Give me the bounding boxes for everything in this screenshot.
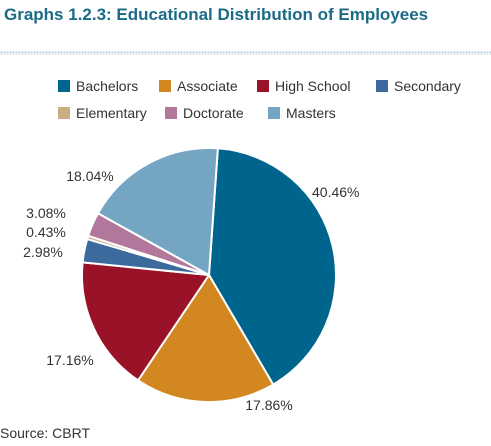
legend-label-secondary: Secondary <box>394 78 461 94</box>
pie-slice-bachelors <box>208 147 337 386</box>
legend-item-secondary: Secondary <box>376 76 461 96</box>
legend-label-high-school: High School <box>275 78 351 94</box>
legend-swatch-doctorate <box>165 107 177 119</box>
legend-label-elementary: Elementary <box>76 105 147 121</box>
dotted-divider <box>0 51 491 55</box>
data-label-high-school: 17.16% <box>46 352 93 368</box>
legend-label-bachelors: Bachelors <box>76 78 139 94</box>
legend-swatch-secondary <box>376 80 388 92</box>
data-label-associate: 17.86% <box>245 397 292 413</box>
data-label-doctorate: 3.08% <box>26 205 66 221</box>
legend-item-doctorate: Doctorate <box>165 103 244 123</box>
pie-slice-masters <box>96 147 219 276</box>
legend-swatch-masters <box>268 107 280 119</box>
legend-item-masters: Masters <box>268 103 336 123</box>
legend-item-elementary: Elementary <box>58 103 147 123</box>
pie-chart: 40.46% 17.86% 17.16% 2.98% 0.43% 3.08% 18.04% <box>23 147 359 413</box>
legend-swatch-elementary <box>58 107 70 119</box>
data-label-masters: 18.04% <box>66 168 113 184</box>
chart-legend: Bachelors Associate High School Secondar… <box>0 74 491 124</box>
legend-label-associate: Associate <box>177 78 238 94</box>
pie-slice-high-school <box>81 261 210 382</box>
legend-item-bachelors: Bachelors <box>58 76 138 96</box>
legend-item-high-school: High School <box>257 76 351 96</box>
legend-label-doctorate: Doctorate <box>183 105 244 121</box>
legend-swatch-bachelors <box>58 80 70 92</box>
data-label-secondary: 2.98% <box>23 244 63 260</box>
source-note: Source: CBRT <box>0 425 90 441</box>
legend-item-associate: Associate <box>159 76 238 96</box>
data-label-bachelors: 40.46% <box>312 184 359 200</box>
pie-slice-associate <box>137 274 275 403</box>
chart-title: Graphs 1.2.3: Educational Distribution o… <box>4 5 429 24</box>
legend-label-masters: Masters <box>286 105 336 121</box>
legend-swatch-high-school <box>257 80 269 92</box>
legend-swatch-associate <box>159 80 171 92</box>
data-label-elementary: 0.43% <box>26 224 66 240</box>
